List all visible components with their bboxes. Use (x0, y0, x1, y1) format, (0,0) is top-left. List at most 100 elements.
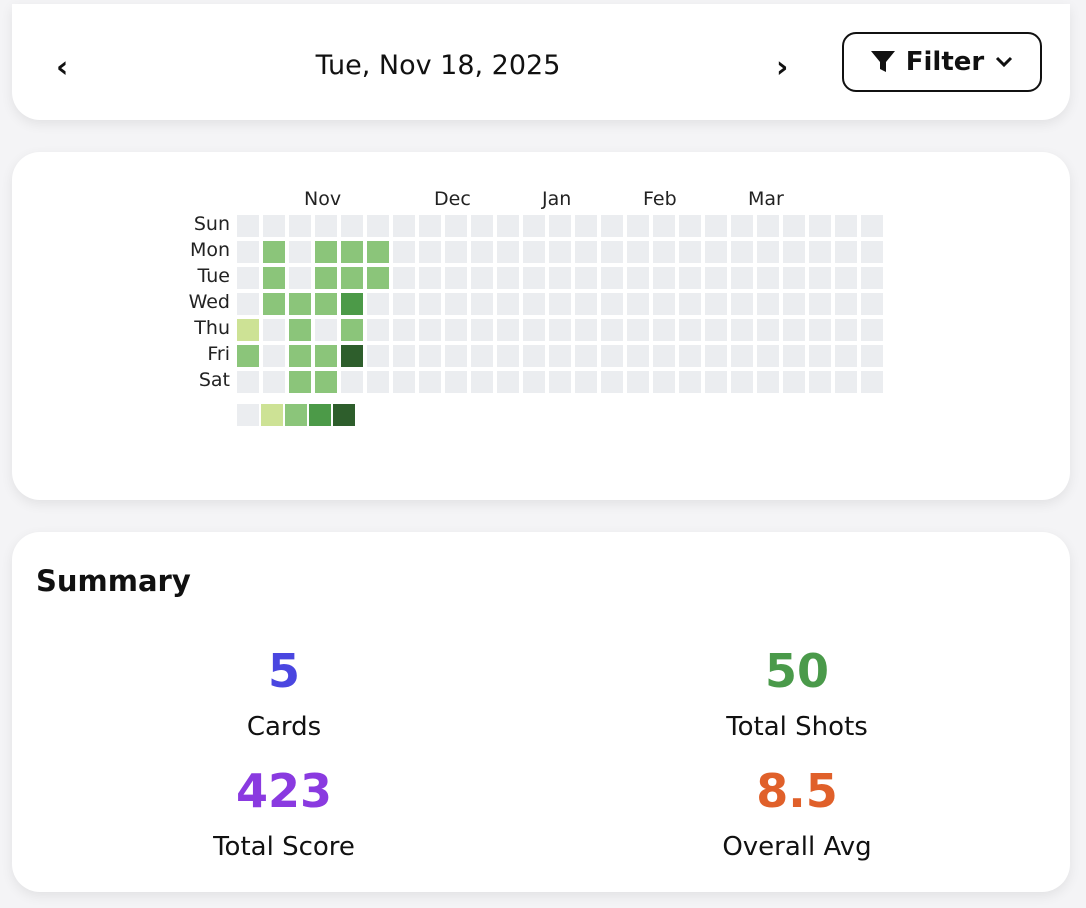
heatmap-cell[interactable] (809, 241, 831, 263)
heatmap-cell[interactable] (653, 319, 675, 341)
heatmap-cell[interactable] (705, 293, 727, 315)
heatmap-cell[interactable] (757, 345, 779, 367)
heatmap-cell[interactable] (523, 345, 545, 367)
heatmap-cell[interactable] (809, 293, 831, 315)
heatmap-cell[interactable] (627, 241, 649, 263)
heatmap-cell[interactable] (237, 371, 259, 393)
heatmap-cell[interactable] (471, 241, 493, 263)
heatmap-cell[interactable] (367, 319, 389, 341)
heatmap-cell[interactable] (263, 215, 285, 237)
heatmap-cell[interactable] (237, 345, 259, 367)
heatmap-cell[interactable] (393, 267, 415, 289)
heatmap-cell[interactable] (809, 319, 831, 341)
heatmap-cell[interactable] (757, 371, 779, 393)
heatmap-cell[interactable] (549, 319, 571, 341)
heatmap-cell[interactable] (497, 293, 519, 315)
heatmap-cell[interactable] (497, 215, 519, 237)
heatmap-cell[interactable] (835, 345, 857, 367)
heatmap-cell[interactable] (679, 345, 701, 367)
heatmap-cell[interactable] (289, 241, 311, 263)
heatmap-cell[interactable] (601, 319, 623, 341)
heatmap-cell[interactable] (705, 319, 727, 341)
heatmap-cell[interactable] (445, 293, 467, 315)
heatmap-cell[interactable] (419, 215, 441, 237)
heatmap-cell[interactable] (861, 267, 883, 289)
heatmap-cell[interactable] (705, 371, 727, 393)
heatmap-cell[interactable] (367, 293, 389, 315)
heatmap-cell[interactable] (731, 345, 753, 367)
heatmap-cell[interactable] (289, 267, 311, 289)
heatmap-cell[interactable] (601, 293, 623, 315)
heatmap-cell[interactable] (393, 345, 415, 367)
heatmap-cell[interactable] (679, 293, 701, 315)
heatmap-cell[interactable] (419, 345, 441, 367)
heatmap-cell[interactable] (445, 345, 467, 367)
heatmap-cell[interactable] (263, 267, 285, 289)
heatmap-cell[interactable] (601, 345, 623, 367)
heatmap-cell[interactable] (315, 215, 337, 237)
heatmap-cell[interactable] (367, 267, 389, 289)
heatmap-cell[interactable] (653, 371, 675, 393)
heatmap-cell[interactable] (731, 319, 753, 341)
heatmap-cell[interactable] (419, 371, 441, 393)
heatmap-cell[interactable] (237, 215, 259, 237)
heatmap-cell[interactable] (601, 215, 623, 237)
heatmap-cell[interactable] (861, 241, 883, 263)
heatmap-cell[interactable] (341, 241, 363, 263)
heatmap-cell[interactable] (653, 267, 675, 289)
heatmap-cell[interactable] (497, 371, 519, 393)
heatmap-cell[interactable] (445, 241, 467, 263)
next-date-button[interactable]: › (776, 50, 789, 85)
heatmap-cell[interactable] (731, 241, 753, 263)
heatmap-cell[interactable] (809, 267, 831, 289)
heatmap-cell[interactable] (835, 215, 857, 237)
heatmap-cell[interactable] (341, 345, 363, 367)
heatmap-cell[interactable] (289, 345, 311, 367)
heatmap-cell[interactable] (445, 215, 467, 237)
heatmap-cell[interactable] (549, 371, 571, 393)
heatmap-cell[interactable] (315, 241, 337, 263)
heatmap-cell[interactable] (315, 371, 337, 393)
heatmap-cell[interactable] (341, 267, 363, 289)
heatmap-cell[interactable] (809, 215, 831, 237)
heatmap-cell[interactable] (835, 267, 857, 289)
heatmap-cell[interactable] (263, 371, 285, 393)
heatmap-cell[interactable] (679, 215, 701, 237)
heatmap-cell[interactable] (445, 267, 467, 289)
heatmap-cell[interactable] (575, 241, 597, 263)
heatmap-cell[interactable] (601, 267, 623, 289)
heatmap-cell[interactable] (835, 293, 857, 315)
heatmap-cell[interactable] (471, 319, 493, 341)
heatmap-cell[interactable] (653, 293, 675, 315)
heatmap-cell[interactable] (367, 345, 389, 367)
heatmap-cell[interactable] (835, 371, 857, 393)
heatmap-cell[interactable] (575, 267, 597, 289)
heatmap-cell[interactable] (861, 215, 883, 237)
heatmap-cell[interactable] (653, 215, 675, 237)
heatmap-cell[interactable] (315, 319, 337, 341)
heatmap-cell[interactable] (757, 215, 779, 237)
heatmap-cell[interactable] (549, 345, 571, 367)
filter-button[interactable]: Filter (842, 32, 1042, 92)
heatmap-cell[interactable] (783, 371, 805, 393)
heatmap-cell[interactable] (523, 371, 545, 393)
heatmap-cell[interactable] (627, 319, 649, 341)
heatmap-cell[interactable] (757, 293, 779, 315)
heatmap-cell[interactable] (471, 345, 493, 367)
heatmap-cell[interactable] (263, 345, 285, 367)
heatmap-cell[interactable] (237, 267, 259, 289)
heatmap-cell[interactable] (627, 215, 649, 237)
heatmap-cell[interactable] (471, 215, 493, 237)
heatmap-cell[interactable] (315, 293, 337, 315)
heatmap-cell[interactable] (549, 215, 571, 237)
heatmap-cell[interactable] (679, 371, 701, 393)
heatmap-cell[interactable] (419, 293, 441, 315)
heatmap-cell[interactable] (549, 241, 571, 263)
prev-date-button[interactable]: ‹ (56, 50, 69, 85)
heatmap-cell[interactable] (523, 267, 545, 289)
heatmap-cell[interactable] (523, 319, 545, 341)
heatmap-cell[interactable] (523, 293, 545, 315)
heatmap-cell[interactable] (497, 267, 519, 289)
heatmap-cell[interactable] (705, 215, 727, 237)
heatmap-cell[interactable] (549, 293, 571, 315)
